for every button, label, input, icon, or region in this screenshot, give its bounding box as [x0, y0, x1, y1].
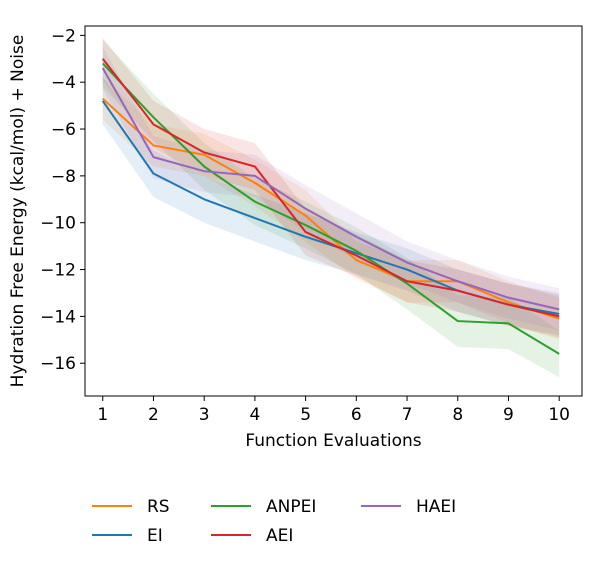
- x-tick-label: 7: [402, 405, 413, 425]
- band-anpei: [102, 40, 560, 378]
- band-aei: [102, 37, 560, 338]
- band-haei: [102, 47, 560, 331]
- y-tick-label: −4: [51, 73, 76, 93]
- y-tick-label: −14: [40, 307, 76, 327]
- x-tick-label: 2: [148, 405, 159, 425]
- x-tick-label: 3: [199, 405, 210, 425]
- band-ei: [102, 77, 560, 336]
- y-axis: −2 −4 −6 −8 −10 −12 −14 −16: [40, 26, 85, 374]
- x-tick-label: 1: [97, 405, 108, 425]
- series-line-aei: [101, 58, 560, 318]
- legend-label-ei: EI: [147, 526, 163, 546]
- legend: RS EI ANPEI AEI HAEI: [92, 497, 456, 546]
- x-tick-label: 10: [548, 405, 570, 425]
- legend-label-anpei: ANPEI: [266, 497, 316, 517]
- y-tick-label: −6: [51, 120, 76, 140]
- y-tick-label: −16: [40, 354, 76, 374]
- y-axis-label: Hydration Free Energy (kcal/mol) + Noise: [8, 35, 28, 388]
- x-tick-label: 9: [503, 405, 514, 425]
- legend-label-rs: RS: [147, 497, 170, 517]
- y-tick-label: −2: [51, 26, 76, 46]
- legend-label-haei: HAEI: [416, 497, 456, 517]
- series-line-haei: [101, 67, 560, 311]
- x-tick-label: 8: [452, 405, 463, 425]
- x-tick-label: 4: [249, 405, 260, 425]
- confidence-bands: [102, 37, 560, 378]
- x-tick-label: 6: [351, 405, 362, 425]
- series-line-anpei: [102, 62, 560, 355]
- band-rs: [102, 77, 560, 340]
- y-tick-label: −12: [40, 261, 76, 281]
- legend-label-aei: AEI: [266, 526, 293, 546]
- x-tick-label: 5: [300, 405, 311, 425]
- y-tick-label: −10: [40, 214, 76, 234]
- x-axis-label: Function Evaluations: [245, 431, 421, 451]
- y-tick-label: −8: [51, 167, 76, 187]
- x-axis: 1 2 3 4 5 6 7 8 9 10: [97, 396, 570, 425]
- series-lines: [101, 58, 560, 355]
- plot-frame: [84, 25, 583, 397]
